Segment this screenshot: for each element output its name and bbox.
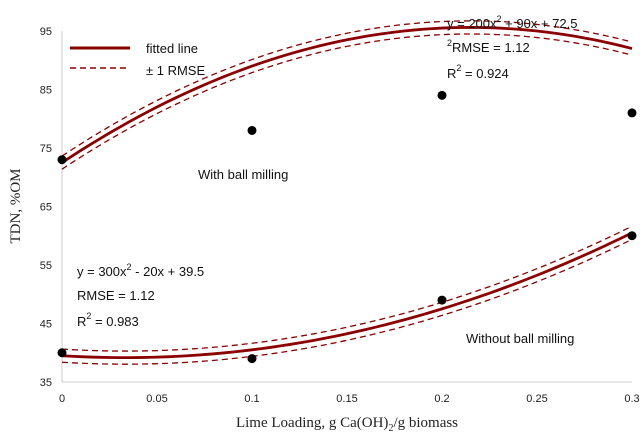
x-tick-label: 0.05 <box>146 393 167 405</box>
x-axis-title: Lime Loading, g Ca(OH)2/g biomass <box>236 415 458 434</box>
y-tick-label: 65 <box>40 202 52 214</box>
x-axis-title-tail: /g biomass <box>393 415 458 431</box>
data-point-series-1 <box>58 348 67 357</box>
data-point-series-0 <box>438 91 447 100</box>
x-tick-label: 0.25 <box>526 393 547 405</box>
y-tick-label: 55 <box>40 260 52 272</box>
data-point-series-1 <box>248 354 257 363</box>
data-points <box>58 91 637 363</box>
equation-upper-line2: 2RMSE = 1.12 <box>447 38 530 55</box>
equation-lower-line1: y = 300x2 - 20x + 39.5 <box>77 262 204 279</box>
data-point-series-1 <box>628 231 637 240</box>
y-tick-label: 85 <box>40 85 52 97</box>
legend: fitted line ± 1 RMSE <box>70 41 205 78</box>
equation-lower-line2: RMSE = 1.12 <box>77 288 155 303</box>
y-tick-label: 75 <box>40 143 52 155</box>
y-tick-label: 95 <box>40 26 52 38</box>
series-label-with-ball-milling: With ball milling <box>198 167 288 182</box>
data-point-series-1 <box>438 296 447 305</box>
x-axis-title-main: Lime Loading, g Ca(OH) <box>236 415 388 431</box>
equation-upper-line1: y = 200x2 + 90x + 72.5 <box>447 14 577 31</box>
legend-rmse-label: ± 1 RMSE <box>146 63 205 78</box>
x-tick-label: 0.3 <box>624 393 639 405</box>
equation-lower-r2: R2 = 0.983 <box>77 311 139 329</box>
x-tick-label: 0 <box>59 393 65 405</box>
y-tick-labels: 35 45 55 65 75 85 95 <box>40 26 52 389</box>
x-tick-label: 0.1 <box>244 393 259 405</box>
series-label-without-ball-milling: Without ball milling <box>466 331 574 346</box>
y-axis-title: TDN, %OM <box>8 169 24 244</box>
y-tick-label: 35 <box>40 377 52 389</box>
x-tick-label: 0.15 <box>336 393 357 405</box>
data-point-series-0 <box>628 108 637 117</box>
data-point-series-0 <box>58 155 67 164</box>
x-tick-label: 0.2 <box>434 393 449 405</box>
y-tick-label: 45 <box>40 319 52 331</box>
data-point-series-0 <box>248 126 257 135</box>
legend-fitted-label: fitted line <box>146 41 198 56</box>
x-tick-labels: 0 0.05 0.1 0.15 0.2 0.25 0.3 <box>59 393 640 405</box>
equation-upper-r2: R2 = 0.924 <box>447 63 509 81</box>
